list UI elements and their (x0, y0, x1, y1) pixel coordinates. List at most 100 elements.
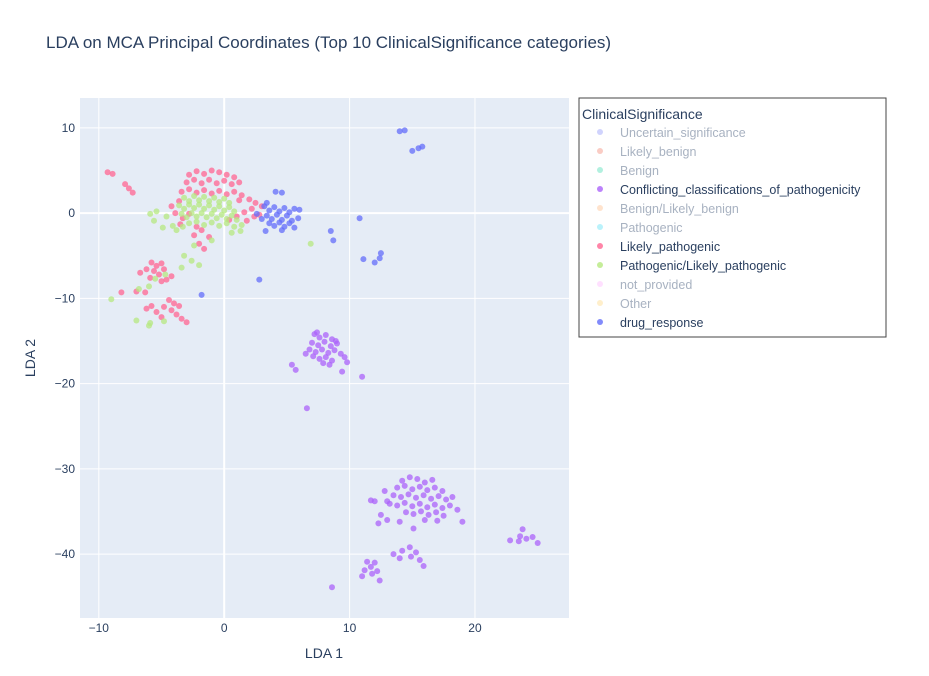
data-point (151, 268, 157, 274)
data-point (431, 484, 438, 491)
data-point (439, 488, 446, 494)
data-point (122, 181, 129, 188)
legend-label: not_provided (620, 278, 692, 292)
data-point (403, 509, 409, 516)
data-point (507, 537, 514, 544)
legend-title: ClinicalSignificance (582, 106, 703, 122)
data-point (168, 203, 175, 210)
x-tick-label: 0 (221, 621, 228, 635)
data-point (118, 289, 125, 296)
data-point (216, 199, 223, 205)
data-point (161, 266, 167, 273)
data-point (208, 167, 215, 174)
data-point (429, 476, 436, 483)
data-point (266, 207, 273, 214)
data-point (191, 193, 198, 199)
data-point (181, 205, 188, 212)
data-point (181, 194, 188, 201)
data-point (399, 477, 406, 484)
legend-label: Likely_pathogenic (620, 240, 720, 254)
data-point (517, 533, 524, 540)
legend-item[interactable]: Other (597, 297, 651, 311)
data-point (273, 211, 280, 218)
data-point (291, 205, 298, 212)
data-point (151, 217, 157, 224)
data-point (166, 297, 172, 303)
legend-item[interactable]: Benign/Likely_benign (597, 202, 739, 216)
data-point (198, 180, 205, 187)
data-point (238, 192, 245, 199)
data-point (258, 216, 265, 222)
legend-marker (597, 243, 603, 249)
data-point (213, 215, 220, 222)
data-point (401, 482, 408, 489)
data-point (186, 201, 193, 208)
data-point (394, 502, 401, 509)
legend-label: drug_response (620, 316, 703, 330)
data-point (322, 354, 329, 361)
legend-marker (597, 281, 603, 287)
data-point (169, 222, 176, 229)
data-point (446, 502, 453, 509)
data-point (396, 128, 403, 135)
legend-item[interactable]: Likely_pathogenic (597, 240, 720, 254)
legend-marker (597, 262, 603, 268)
data-point (341, 354, 348, 361)
legend-marker (597, 300, 603, 306)
data-point (288, 361, 295, 368)
legend-item[interactable]: Likely_benign (597, 145, 696, 159)
data-point (271, 204, 278, 211)
data-point (147, 274, 154, 281)
data-point (302, 350, 309, 357)
data-point (223, 171, 230, 178)
data-point (158, 278, 165, 285)
legend-label: Conflicting_classifications_of_pathogeni… (620, 183, 861, 197)
data-point (283, 212, 290, 219)
data-point (359, 373, 366, 380)
legend-item[interactable]: not_provided (597, 278, 692, 292)
data-point (186, 220, 193, 227)
legend-item[interactable]: Pathogenic/Likely_pathogenic (597, 259, 786, 273)
data-point (201, 222, 208, 228)
data-point (153, 262, 160, 269)
x-tick-label: 20 (468, 621, 482, 635)
data-point (322, 332, 329, 338)
data-point (276, 219, 283, 226)
data-point (327, 343, 334, 350)
data-point (163, 276, 170, 283)
data-point (198, 227, 205, 234)
legend-label: Pathogenic/Likely_pathogenic (620, 259, 786, 273)
legend-marker (597, 167, 603, 173)
y-axis-title: LDA 2 (22, 339, 38, 377)
data-point (233, 216, 240, 223)
legend-item[interactable]: Conflicting_classifications_of_pathogeni… (597, 183, 861, 197)
data-point (420, 563, 427, 569)
legend-item[interactable]: drug_response (597, 316, 703, 330)
data-point (142, 289, 149, 296)
data-point (401, 499, 408, 506)
data-point (371, 498, 378, 505)
data-point (186, 171, 193, 178)
data-point (410, 511, 417, 517)
data-point (171, 300, 177, 307)
data-point (307, 240, 314, 247)
data-point (198, 210, 205, 217)
legend-item[interactable]: Pathogenic (597, 221, 683, 235)
legend-item[interactable]: Benign (597, 164, 659, 178)
data-point (179, 223, 186, 230)
data-point (320, 360, 327, 367)
y-axis-ticks: 10 0 −10 −20 −30 −40 (55, 121, 76, 561)
legend-marker (597, 186, 603, 192)
legend-label: Pathogenic (620, 221, 683, 235)
data-point (271, 222, 278, 229)
data-point (408, 553, 414, 560)
legend-label: Other (620, 297, 651, 311)
data-point (246, 196, 253, 203)
data-point (158, 260, 165, 267)
data-point (181, 252, 188, 259)
legend-item[interactable]: Uncertain_significance (597, 126, 746, 140)
data-point (201, 170, 208, 177)
legend-marker (597, 319, 603, 325)
data-point (421, 517, 428, 523)
data-point (316, 334, 323, 341)
